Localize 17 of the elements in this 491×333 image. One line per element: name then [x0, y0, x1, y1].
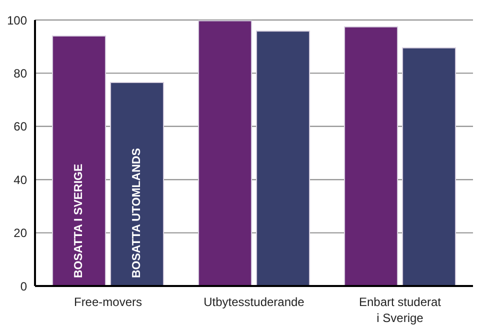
bar [110, 82, 164, 286]
y-tick-label: 100 [6, 13, 28, 28]
bar [52, 35, 106, 286]
y-tick-label: 20 [14, 226, 28, 240]
bar [198, 20, 252, 286]
bar [402, 47, 456, 286]
x-tick-label: Enbart studerat i Sverige [358, 295, 442, 325]
y-tick-label: 60 [14, 120, 28, 134]
bar [256, 30, 310, 286]
x-tick-label: Utbytesstuderande [204, 295, 305, 309]
y-tick-label: 40 [14, 172, 28, 187]
y-tick-label: 80 [14, 66, 28, 80]
x-tick-label: Free-movers [74, 295, 142, 309]
series-label: BOSATTA I SVERIGE [73, 164, 86, 278]
bar [344, 26, 398, 286]
series-label: BOSATTA UTOMLANDS [131, 148, 144, 278]
y-tick-label: 0 [20, 279, 28, 294]
